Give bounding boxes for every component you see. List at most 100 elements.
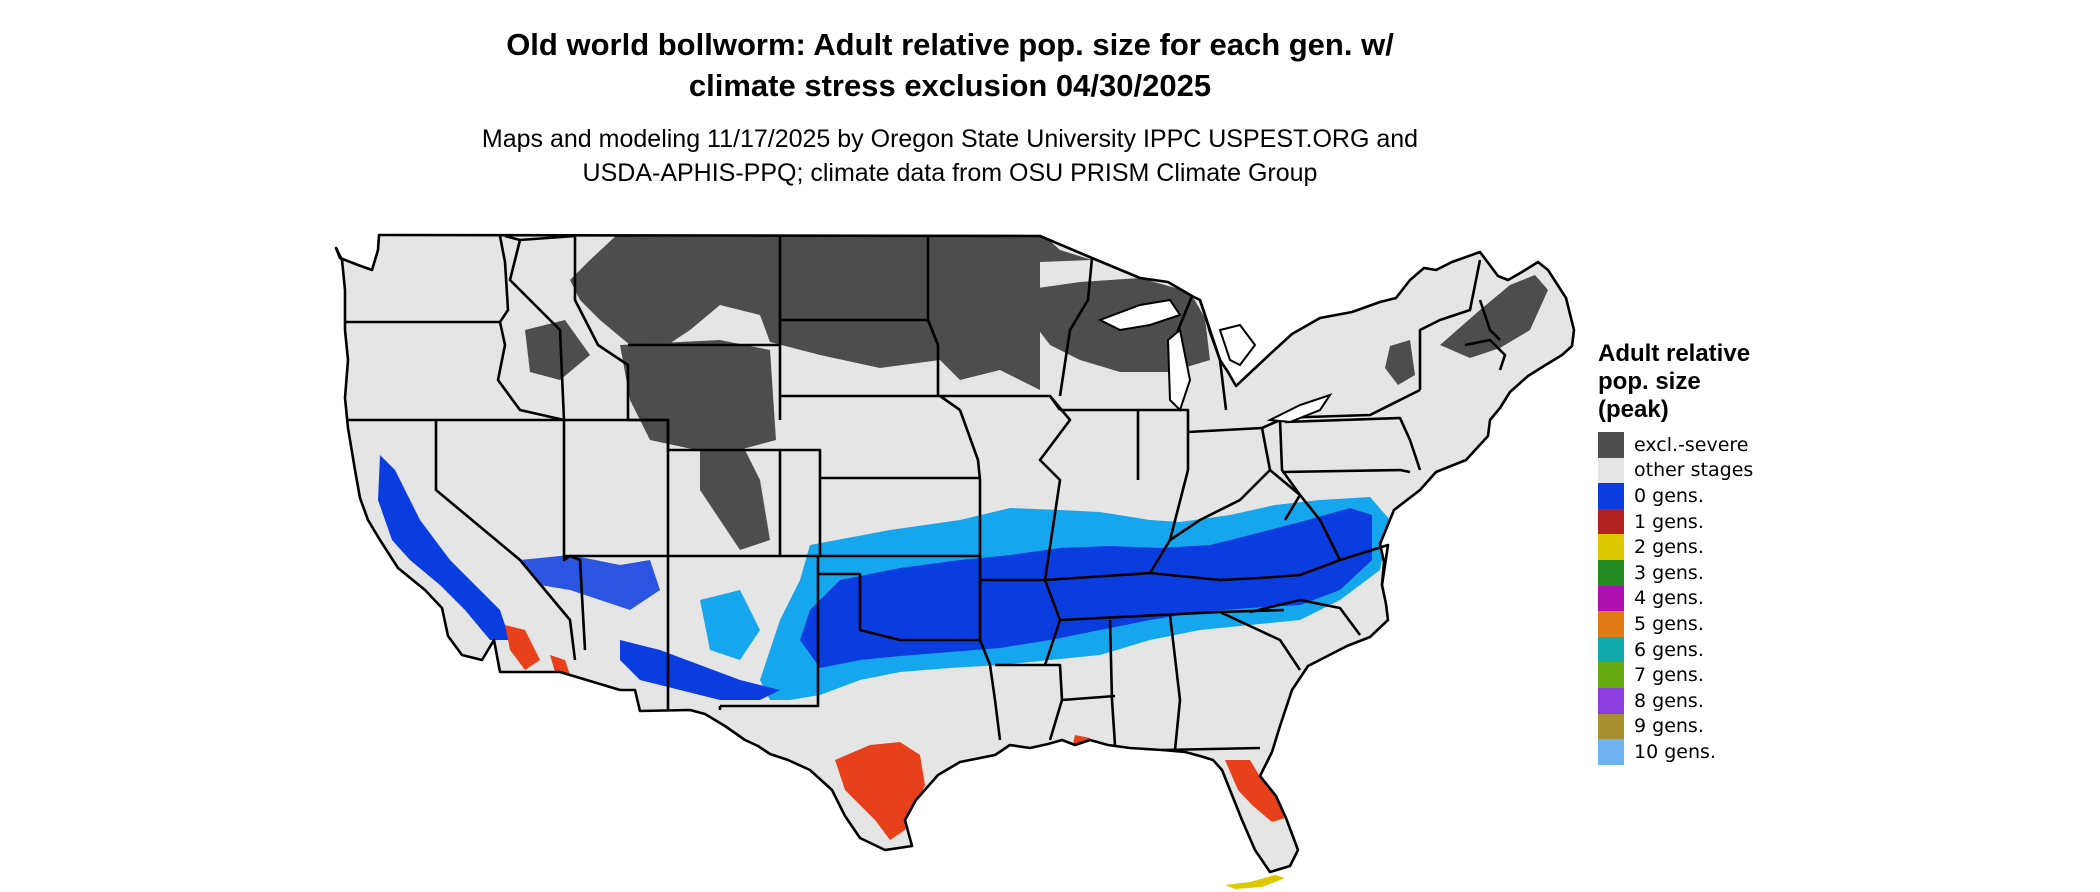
- legend-label: 7 gens.: [1634, 664, 1704, 687]
- legend-item: 10 gens.: [1598, 739, 1818, 765]
- border-mi-east: [1198, 299, 1228, 411]
- legend-label: 6 gens.: [1634, 638, 1704, 661]
- border-ny-south: [1275, 388, 1421, 420]
- border-ca-nv: [434, 420, 577, 661]
- idaho-excl: [525, 320, 590, 380]
- legend-swatch: [1598, 739, 1624, 765]
- legend-swatch: [1598, 585, 1624, 612]
- legend-label: 1 gens.: [1634, 510, 1704, 533]
- border-id-mt: [519, 234, 630, 420]
- border-va-nc: [1339, 543, 1390, 586]
- legend-title-line-1: Adult relative: [1598, 340, 1751, 367]
- legend-label: 8 gens.: [1634, 689, 1704, 712]
- legend-item: 4 gens.: [1598, 585, 1818, 612]
- legend-item: other stages: [1598, 457, 1818, 484]
- border-mo-west: [958, 409, 982, 640]
- southern-california-one-gens: [505, 625, 540, 670]
- arizona-zero-gens: [520, 555, 660, 610]
- legend-label: 9 gens.: [1634, 715, 1704, 738]
- legend-list: excl.-severe other stages 0 gens. 1 gens. 2 …: [1598, 432, 1818, 765]
- border-id-west: [504, 234, 566, 421]
- lake-erie: [1266, 393, 1333, 424]
- border-ga-sc: [1219, 610, 1302, 671]
- border-nc-sc: [1249, 598, 1362, 636]
- wyoming-excl: [620, 340, 776, 455]
- california-zero-gens: [378, 455, 510, 640]
- border-nm-tx: [720, 556, 820, 708]
- border-pa-north: [1284, 416, 1422, 471]
- legend-item: 5 gens.: [1598, 611, 1818, 637]
- map-title: Old world bollworm: Adult relative pop. …: [440, 24, 1460, 106]
- south-texas-one-gens: [835, 742, 925, 840]
- border-ms-al: [1108, 619, 1117, 746]
- state-borders: [334, 233, 1576, 874]
- adirondack-excl: [1385, 340, 1415, 385]
- map-subtitle: Maps and modeling 11/17/2025 by Oregon S…: [400, 122, 1500, 190]
- legend-item: 6 gens.: [1598, 636, 1818, 663]
- border-vt-nh: [1478, 299, 1501, 341]
- legend-label: 3 gens.: [1634, 561, 1704, 584]
- legend-label: 4 gens.: [1634, 587, 1704, 610]
- legend-item: excl.-severe: [1598, 432, 1818, 458]
- new-mexico-light: [700, 590, 760, 660]
- legend-title-line-3: (peak): [1598, 396, 1669, 423]
- legend-title: Adult relative pop. size (peak): [1598, 340, 1818, 424]
- border-oh-pa-wv: [1261, 418, 1302, 521]
- legend-swatch: [1598, 508, 1624, 535]
- legend-label: excl.-severe: [1634, 433, 1749, 456]
- colorado-excl: [700, 440, 770, 550]
- florida-keys-two-gens: [1225, 875, 1285, 889]
- border-ne-ks: [780, 448, 980, 480]
- legend-label: 5 gens.: [1634, 612, 1704, 635]
- zero-gens-dark-band: [800, 508, 1372, 668]
- border-wy-co: [628, 418, 782, 556]
- legend-swatch: [1598, 662, 1624, 688]
- map-title-line-1: Old world bollworm: Adult relative pop. …: [506, 27, 1394, 62]
- legend: Adult relative pop. size (peak) excl.-se…: [1598, 340, 1818, 765]
- great-lakes: [1097, 298, 1333, 424]
- border-ar-la: [995, 663, 1064, 741]
- lake-huron: [1218, 323, 1257, 367]
- legend-swatch: [1598, 687, 1624, 714]
- us-outline: [334, 233, 1576, 874]
- legend-item: 8 gens.: [1598, 687, 1818, 714]
- legend-title-line-2: pop. size: [1598, 368, 1701, 395]
- new-england-excl: [1440, 275, 1548, 358]
- map-subtitle-line-1: Maps and modeling 11/17/2025 by Oregon S…: [481, 125, 1419, 153]
- border-fl-north: [1161, 746, 1261, 752]
- arizona-one-gens: [550, 655, 570, 675]
- border-ar-tx: [978, 639, 1002, 741]
- legend-swatch: [1598, 713, 1624, 740]
- legend-label: other stages: [1634, 459, 1754, 482]
- border-ny-vt: [1418, 259, 1482, 390]
- legend-item: 7 gens.: [1598, 662, 1818, 688]
- border-mn-wi: [1058, 257, 1094, 397]
- legend-label: 0 gens.: [1634, 484, 1704, 507]
- map-subtitle-line-2: USDA-APHIS-PPQ; climate data from OSU PR…: [582, 159, 1318, 187]
- legend-swatch: [1598, 432, 1624, 458]
- legend-swatch: [1598, 611, 1624, 637]
- legend-item: 0 gens.: [1598, 483, 1818, 509]
- legend-swatch: [1598, 559, 1624, 586]
- legend-label: 2 gens.: [1634, 536, 1704, 559]
- new-mexico-zero-gens: [620, 640, 780, 700]
- border-il-in: [1138, 408, 1190, 574]
- lake-superior: [1097, 298, 1182, 332]
- legend-item: 2 gens.: [1598, 534, 1818, 560]
- border-pa-md: [1281, 468, 1411, 474]
- border-ms-south: [1061, 694, 1116, 702]
- legend-swatch: [1598, 534, 1624, 560]
- legend-item: 3 gens.: [1598, 559, 1818, 586]
- border-ky-va-wv: [1149, 469, 1342, 582]
- border-ma-ct: [1464, 338, 1507, 371]
- legend-swatch: [1598, 483, 1624, 509]
- northern-plains-excl: [570, 235, 1092, 390]
- map-title-line-2: climate stress exclusion 04/30/2025: [688, 68, 1212, 103]
- legend-item: 1 gens.: [1598, 508, 1818, 535]
- florida-one-gens: [1225, 760, 1285, 822]
- border-nd-mn: [926, 236, 940, 396]
- border-wa-or: [346, 235, 510, 324]
- legend-swatch: [1598, 457, 1624, 484]
- border-al-ga: [1168, 614, 1182, 751]
